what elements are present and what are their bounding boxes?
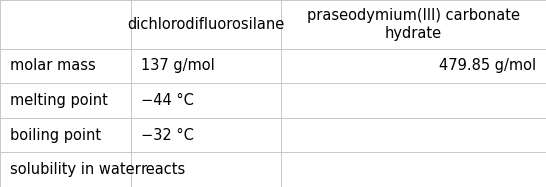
Text: −44 °C: −44 °C [141, 93, 194, 108]
Text: praseodymium(III) carbonate
hydrate: praseodymium(III) carbonate hydrate [307, 8, 520, 41]
Text: molar mass: molar mass [10, 58, 96, 73]
Text: reacts: reacts [141, 162, 186, 177]
Text: solubility in water: solubility in water [10, 162, 140, 177]
Text: −32 °C: −32 °C [141, 128, 194, 143]
Text: melting point: melting point [10, 93, 108, 108]
Text: boiling point: boiling point [10, 128, 101, 143]
Text: 137 g/mol: 137 g/mol [141, 58, 215, 73]
Text: 479.85 g/mol: 479.85 g/mol [439, 58, 536, 73]
Text: dichlorodifluorosilane: dichlorodifluorosilane [127, 17, 285, 32]
